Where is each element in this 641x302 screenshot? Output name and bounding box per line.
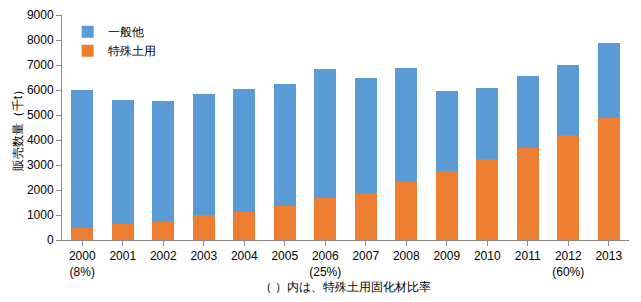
- svg-text:2013: 2013: [595, 249, 622, 263]
- svg-text:2012(60%): 2012(60%): [552, 249, 584, 279]
- svg-text:3000: 3000: [27, 158, 54, 172]
- svg-text:8000: 8000: [27, 33, 54, 47]
- svg-text:2009: 2009: [433, 249, 460, 263]
- svg-text:7000: 7000: [27, 58, 54, 72]
- svg-text:2011: 2011: [515, 249, 541, 263]
- svg-text:2006(25%): 2006(25%): [309, 249, 341, 279]
- svg-text:（ ）内は、特殊土用固化材比率: （ ）内は、特殊土用固化材比率: [260, 280, 431, 294]
- svg-text:0: 0: [47, 233, 54, 247]
- svg-text:2003: 2003: [190, 249, 217, 263]
- svg-text:6000: 6000: [27, 83, 54, 97]
- svg-text:1000: 1000: [27, 208, 54, 222]
- svg-text:2000: 2000: [27, 183, 54, 197]
- svg-text:2002: 2002: [150, 249, 177, 263]
- svg-text:2000(8%): 2000(8%): [69, 249, 96, 279]
- svg-text:2005: 2005: [271, 249, 298, 263]
- svg-text:一般他: 一般他: [108, 25, 144, 39]
- svg-text:2010: 2010: [474, 249, 501, 263]
- svg-text:9000: 9000: [27, 8, 54, 22]
- svg-text:販売数量（千t）: 販売数量（千t）: [11, 84, 25, 171]
- svg-text:2004: 2004: [231, 249, 258, 263]
- svg-text:5000: 5000: [27, 108, 54, 122]
- svg-text:4000: 4000: [27, 133, 54, 147]
- svg-text:特殊土用: 特殊土用: [108, 44, 156, 58]
- svg-text:2001: 2001: [109, 249, 136, 263]
- svg-text:2007: 2007: [352, 249, 379, 263]
- svg-text:2008: 2008: [393, 249, 420, 263]
